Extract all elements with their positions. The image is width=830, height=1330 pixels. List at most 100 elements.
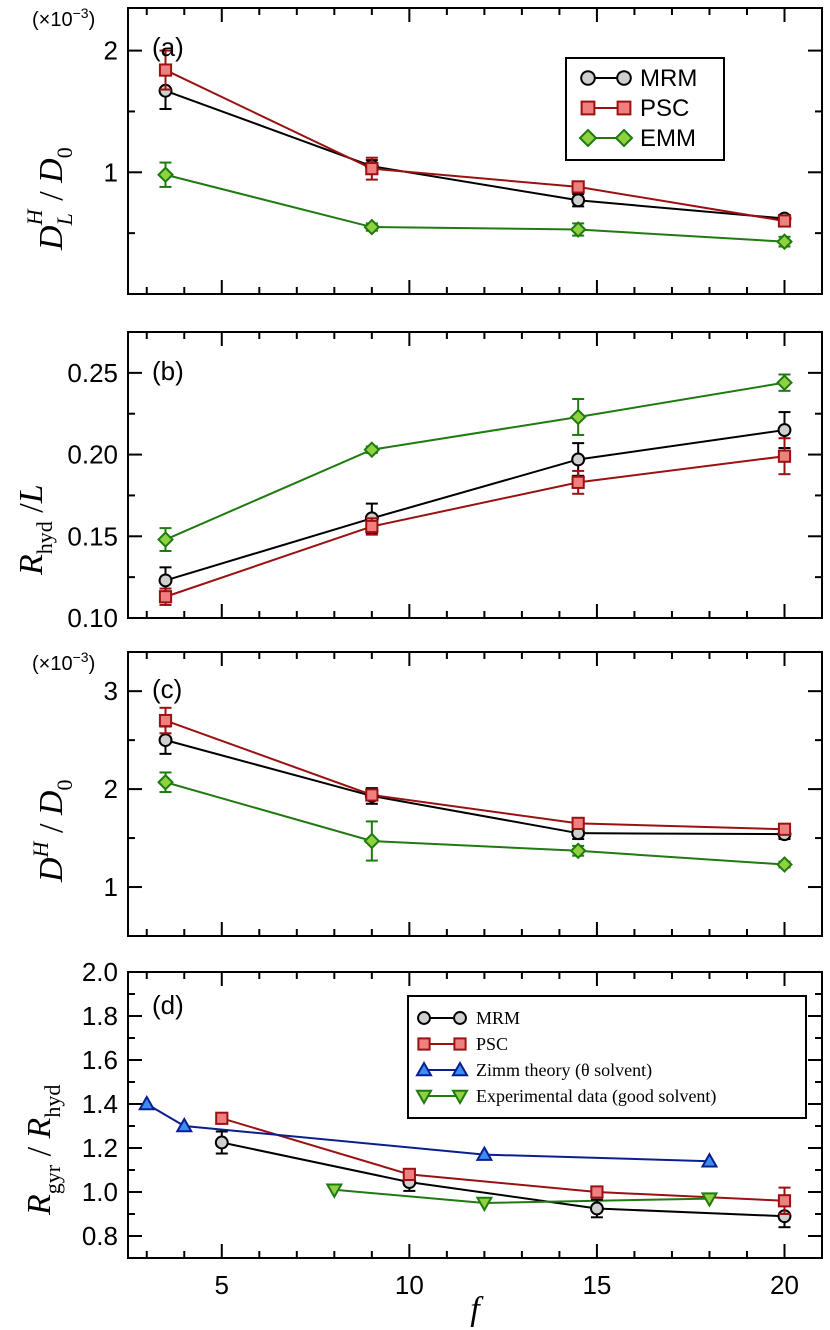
data-point-emm bbox=[776, 374, 793, 392]
data-point-experimental-data-good-solvent- bbox=[475, 1196, 494, 1213]
data-point-psc bbox=[777, 822, 792, 836]
data-point-mrm bbox=[214, 1135, 229, 1150]
legend-marker-psc bbox=[580, 100, 596, 116]
y-tick-label: 1.8 bbox=[82, 1001, 118, 1031]
data-point-mrm bbox=[571, 193, 586, 208]
data-point-psc bbox=[571, 180, 585, 194]
data-point-psc bbox=[158, 590, 173, 604]
x-tick-label: 15 bbox=[582, 1270, 611, 1300]
data-point-psc bbox=[777, 214, 792, 228]
panel-b-letter: (b) bbox=[152, 356, 184, 386]
panel-d: 5 10 15 20 0.8 1.0 1.2 1.4 1.6 1.8 2.0 (d) Rgyr / … bbox=[21, 957, 823, 1328]
data-point-emm bbox=[363, 218, 381, 236]
series-line-psc bbox=[165, 455, 785, 598]
data-point-mrm bbox=[158, 573, 173, 588]
y-tick-label: 3 bbox=[104, 676, 118, 706]
x-tick-label: 5 bbox=[215, 1270, 229, 1300]
data-point-psc bbox=[158, 713, 173, 728]
panel-a-ticks: 12 bbox=[104, 8, 823, 294]
panel-c-ylabel: DH / D0 bbox=[28, 780, 77, 883]
data-point-psc bbox=[777, 449, 792, 463]
legend-marker-emm bbox=[578, 128, 598, 148]
data-point-mrm bbox=[571, 452, 586, 467]
data-point-mrm bbox=[158, 733, 173, 748]
data-point-zimm-theory-solvent- bbox=[700, 1152, 719, 1168]
legend-marker-mrm bbox=[417, 1011, 431, 1025]
panel-c-scale-label: (×10−3) bbox=[32, 649, 95, 675]
data-point-psc bbox=[365, 519, 379, 534]
data-point-emm bbox=[569, 221, 587, 238]
data-point-emm bbox=[776, 233, 793, 251]
data-point-zimm-theory-solvent- bbox=[138, 1094, 156, 1111]
data-point-psc bbox=[365, 162, 379, 176]
data-point-emm bbox=[157, 166, 174, 184]
series-line-experimental-data-good-solvent- bbox=[334, 1188, 710, 1205]
panel-c-ticks: 1 2 3 bbox=[104, 652, 823, 936]
data-point-zimm-theory-solvent- bbox=[175, 1116, 193, 1133]
series-line-psc bbox=[165, 719, 785, 831]
panel-a-series bbox=[157, 49, 793, 251]
legend-marker-psc bbox=[417, 1037, 431, 1051]
data-point-psc bbox=[777, 1194, 792, 1208]
panel-a-frame bbox=[127, 7, 823, 295]
panel-a-scale-label: (×10−3) bbox=[32, 5, 95, 31]
panel-c: 1 2 3 (c) (×10−3) DH / D0 bbox=[28, 649, 823, 937]
data-point-psc bbox=[365, 788, 379, 802]
panel-a-letter: (a) bbox=[152, 32, 184, 62]
data-point-psc bbox=[158, 63, 173, 77]
y-tick-label: 1 bbox=[104, 872, 118, 902]
series-line-mrm bbox=[165, 739, 785, 836]
legend-label-zimm-theory-solvent-: Zimm theory (θ solvent) bbox=[476, 1060, 652, 1081]
legend-marker-mrm bbox=[616, 70, 632, 86]
data-point-experimental-data-good-solvent- bbox=[700, 1192, 719, 1208]
series-line-emm bbox=[165, 381, 785, 541]
data-point-emm bbox=[776, 856, 793, 873]
data-point-mrm bbox=[589, 1201, 604, 1216]
data-point-psc bbox=[571, 816, 585, 830]
data-point-psc bbox=[571, 475, 585, 489]
legend-a-items: MRM PSC EMM bbox=[578, 65, 697, 152]
series-line-emm bbox=[165, 781, 785, 866]
data-point-emm bbox=[569, 408, 587, 426]
panel-c-frame bbox=[127, 651, 823, 937]
series-line-psc bbox=[165, 69, 785, 222]
data-point-emm bbox=[157, 531, 174, 548]
y-tick-label: 2.0 bbox=[82, 957, 118, 987]
y-tick-label: 0.8 bbox=[82, 1221, 118, 1251]
y-tick-label: 0.10 bbox=[67, 603, 118, 633]
panel-b-series bbox=[157, 373, 793, 606]
legend-label-mrm: MRM bbox=[476, 1008, 520, 1028]
panel-b-frame bbox=[127, 331, 823, 619]
data-point-emm bbox=[157, 773, 174, 791]
panel-d-letter: (d) bbox=[152, 990, 184, 1020]
legend-d-items: MRM PSC Zimm theory (θ solvent) Experimenta… bbox=[415, 1008, 716, 1107]
series-line-mrm bbox=[165, 89, 785, 220]
panel-d-ticks: 5 10 15 20 0.8 1.0 1.2 1.4 1.6 1.8 2.0 bbox=[82, 957, 823, 1300]
data-point-psc bbox=[215, 1111, 229, 1125]
series-line-psc bbox=[221, 1117, 785, 1202]
y-tick-label: 0.20 bbox=[67, 440, 118, 470]
data-point-zimm-theory-solvent- bbox=[475, 1145, 494, 1161]
y-tick-label: 1.4 bbox=[82, 1089, 118, 1119]
legend-marker-mrm bbox=[453, 1011, 467, 1025]
panel-b-ticks: 0.10 0.15 0.20 0.25 bbox=[67, 331, 823, 633]
legend-label-psc: PSC bbox=[476, 1034, 508, 1054]
legend-label-mrm: MRM bbox=[640, 65, 697, 92]
legend-marker-zimm-theory-solvent- bbox=[415, 1060, 433, 1077]
panel-a-ylabel: DLH / D0 bbox=[22, 147, 77, 251]
legend-marker-psc bbox=[616, 100, 632, 116]
panel-d-xlabel: f bbox=[470, 1291, 484, 1328]
panel-b-ylabel: Rhyd /L bbox=[13, 484, 57, 576]
data-point-mrm bbox=[777, 423, 792, 438]
legend-label-experimental-data-good-solvent-: Experimental data (good solvent) bbox=[476, 1086, 716, 1107]
y-tick-label: 1.2 bbox=[82, 1133, 118, 1163]
panel-c-series bbox=[157, 706, 793, 873]
y-tick-label: 1.6 bbox=[82, 1045, 118, 1075]
panel-b: 0.10 0.15 0.20 0.25 (b) Rhyd /L bbox=[13, 331, 823, 633]
data-point-emm bbox=[569, 842, 587, 860]
legend-marker-experimental-data-good-solvent- bbox=[415, 1089, 433, 1106]
legend-label-psc: PSC bbox=[640, 95, 689, 122]
series-line-mrm bbox=[221, 1141, 785, 1218]
data-point-psc bbox=[402, 1167, 416, 1182]
